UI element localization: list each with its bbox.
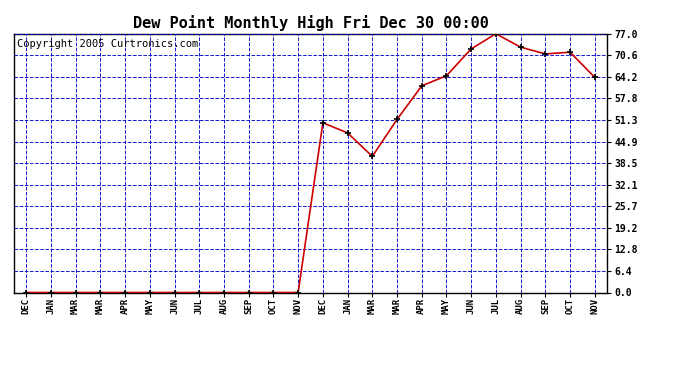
Text: Copyright 2005 Curtronics.com: Copyright 2005 Curtronics.com — [17, 39, 198, 49]
Title: Dew Point Monthly High Fri Dec 30 00:00: Dew Point Monthly High Fri Dec 30 00:00 — [132, 15, 489, 31]
